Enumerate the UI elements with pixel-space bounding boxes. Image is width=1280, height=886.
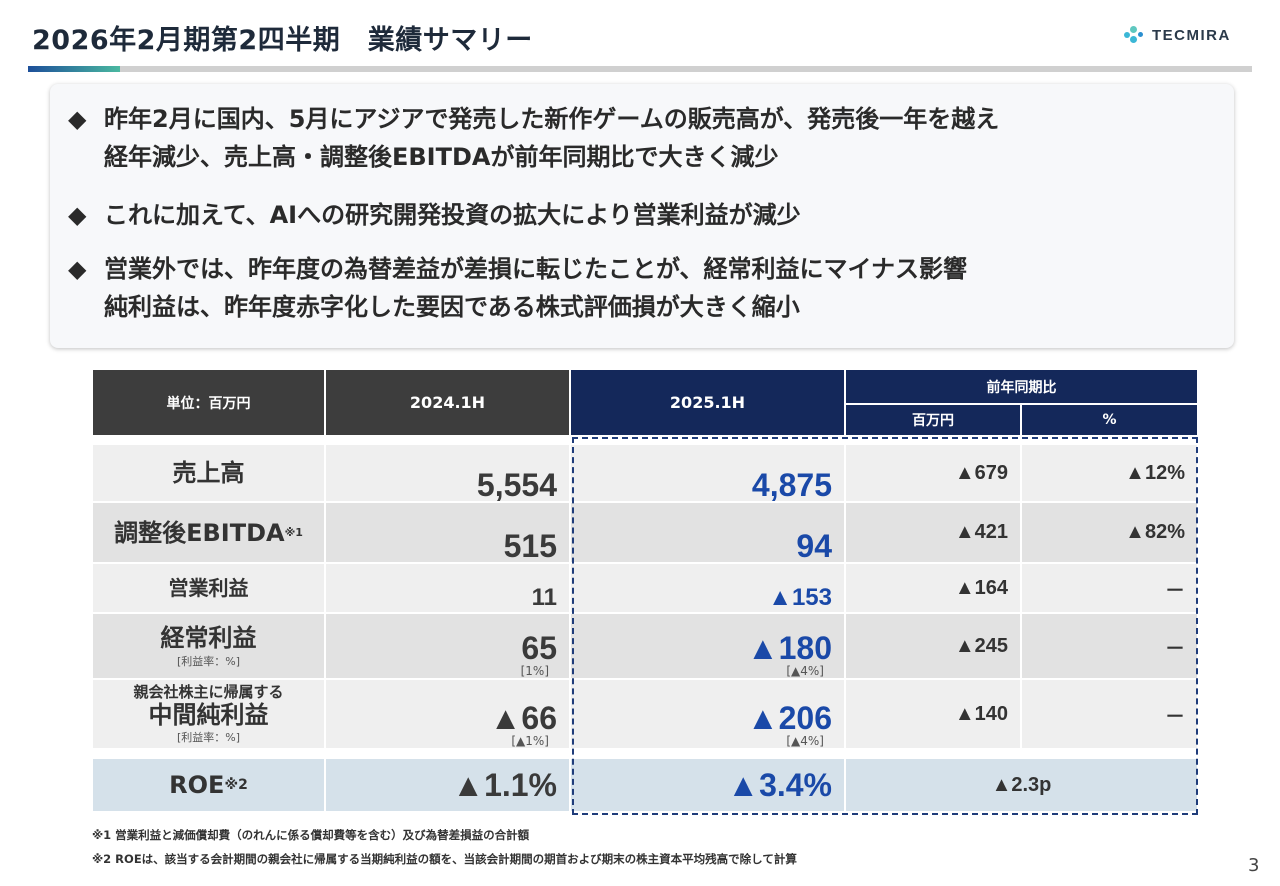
footnote-1: ※1 営業利益と減価償却費（のれんに係る償却費等を含む）及び為替差損益の合計額 <box>92 828 530 842</box>
value-prev: 515 <box>503 528 557 564</box>
page-title: 2026年2月期第2四半期 業績サマリー <box>32 25 533 56</box>
value-prev: 5,554 <box>476 467 557 503</box>
value-prev: ▲1.1% <box>452 766 557 803</box>
value-pct: ▲12% <box>1125 461 1185 484</box>
header-2025: 2025.1H <box>571 370 844 435</box>
summary-box: ◆ 昨年2月に国内、5月にアジアで発売した新作ゲームの販売高が、発売後一年を越え経… <box>50 84 1234 348</box>
summary-bullet: ◆ これに加えて、AIへの研究開発投資の拡大により営業利益が減少 <box>68 196 801 234</box>
roe-prev: ▲1.1% <box>326 759 569 811</box>
logo-text: TECMIRA <box>1152 26 1231 44</box>
row-pct: ▲82% <box>1022 503 1197 562</box>
diamond-icon: ◆ <box>68 255 87 283</box>
row-label-text: 中間純利益 <box>148 701 269 729</box>
row-diff: ▲679 <box>846 445 1020 501</box>
footnote-ref: ※2 <box>224 777 248 793</box>
value-pct: ▲82% <box>1125 521 1185 543</box>
diamond-icon: ◆ <box>68 201 87 229</box>
value-diff: ▲245 <box>954 634 1008 657</box>
logo-mark-icon <box>1124 24 1146 46</box>
footnote-2: ※2 ROEは、該当する会計期間の親会社に帰属する当期純利益の額を、当該会計期間… <box>92 852 797 866</box>
row-value-curr: 4,875 <box>571 445 844 501</box>
header-2024: 2024.1H <box>326 370 569 435</box>
row-sublabel: [利益率：%] <box>176 731 241 744</box>
value-diff: ▲421 <box>954 521 1008 543</box>
margin-prev: [1%] <box>520 664 549 678</box>
header-unit: 単位：百万円 <box>93 370 324 435</box>
value-diff: ▲679 <box>954 461 1008 484</box>
row-value-curr: 94 <box>571 503 844 562</box>
row-pct: ▲12% <box>1022 445 1197 501</box>
roe-label: ROE ※2 <box>93 759 324 811</box>
value-curr: 94 <box>796 528 832 564</box>
title-divider <box>28 66 1252 72</box>
row-sublabel: [利益率：%] <box>176 655 241 668</box>
roe-curr: ▲3.4% <box>571 759 844 811</box>
header-yoy-pct: % <box>1022 405 1197 435</box>
row-label-text: 調整後EBITDA <box>114 518 285 547</box>
row-pct: － <box>1022 680 1197 748</box>
value-prev: 65 <box>521 630 557 666</box>
row-label: 親会社株主に帰属する 中間純利益 [利益率：%] <box>93 680 324 748</box>
value-pct: － <box>1165 579 1185 602</box>
row-label-text: 経常利益 <box>160 624 257 652</box>
value-curr: ▲180 <box>746 630 832 666</box>
row-pct: － <box>1022 614 1197 678</box>
title-divider-accent <box>28 66 120 72</box>
roe-diff: ▲2.3p <box>846 759 1197 811</box>
roe-label-text: ROE <box>169 771 225 799</box>
header-yoy: 前年同期比 <box>846 370 1197 403</box>
summary-bullet: ◆ 昨年2月に国内、5月にアジアで発売した新作ゲームの販売高が、発売後一年を越え経… <box>68 100 999 176</box>
value-diff: ▲164 <box>954 576 1008 599</box>
row-diff: ▲245 <box>846 614 1020 678</box>
row-label-text: 営業利益 <box>168 576 249 600</box>
row-value-prev: ▲66 [▲1%] <box>326 680 569 748</box>
value-curr: ▲3.4% <box>727 766 832 803</box>
row-label-text: 売上高 <box>172 459 245 487</box>
value-curr: 4,875 <box>751 467 832 503</box>
value-diff: ▲2.3p <box>991 773 1052 796</box>
row-value-curr: ▲206 [▲4%] <box>571 680 844 748</box>
row-pct: － <box>1022 564 1197 612</box>
row-value-curr: ▲180 [▲4%] <box>571 614 844 678</box>
footnote-ref: ※1 <box>284 526 303 539</box>
row-diff: ▲164 <box>846 564 1020 612</box>
value-prev: ▲66 <box>489 700 557 736</box>
page-number: 3 <box>1248 855 1260 876</box>
row-value-prev: 65 [1%] <box>326 614 569 678</box>
margin-curr: [▲4%] <box>786 664 824 678</box>
value-prev: 11 <box>531 584 557 611</box>
value-curr: ▲206 <box>746 700 832 736</box>
value-pct: － <box>1165 705 1185 728</box>
header-yoy-amount: 百万円 <box>846 405 1020 435</box>
row-value-prev: 11 <box>326 564 569 612</box>
row-label: 経常利益 [利益率：%] <box>93 614 324 678</box>
row-label-top: 親会社株主に帰属する <box>133 683 284 701</box>
margin-prev: [▲1%] <box>511 734 549 748</box>
margin-curr: [▲4%] <box>786 734 824 748</box>
row-value-curr: ▲153 <box>571 564 844 612</box>
value-pct: － <box>1165 637 1185 660</box>
row-diff: ▲140 <box>846 680 1020 748</box>
value-curr: ▲153 <box>768 584 832 611</box>
company-logo: TECMIRA <box>1124 24 1231 46</box>
row-label: 営業利益 <box>93 564 324 612</box>
summary-bullet: ◆ 営業外では、昨年度の為替差益が差損に転じたことが、経常利益にマイナス影響 純利益… <box>68 250 967 326</box>
row-value-prev: 515 <box>326 503 569 562</box>
row-label: 調整後EBITDA ※1 <box>93 503 324 562</box>
row-value-prev: 5,554 <box>326 445 569 501</box>
row-diff: ▲421 <box>846 503 1020 562</box>
row-label: 売上高 <box>93 445 324 501</box>
diamond-icon: ◆ <box>68 105 87 133</box>
value-diff: ▲140 <box>954 702 1008 725</box>
